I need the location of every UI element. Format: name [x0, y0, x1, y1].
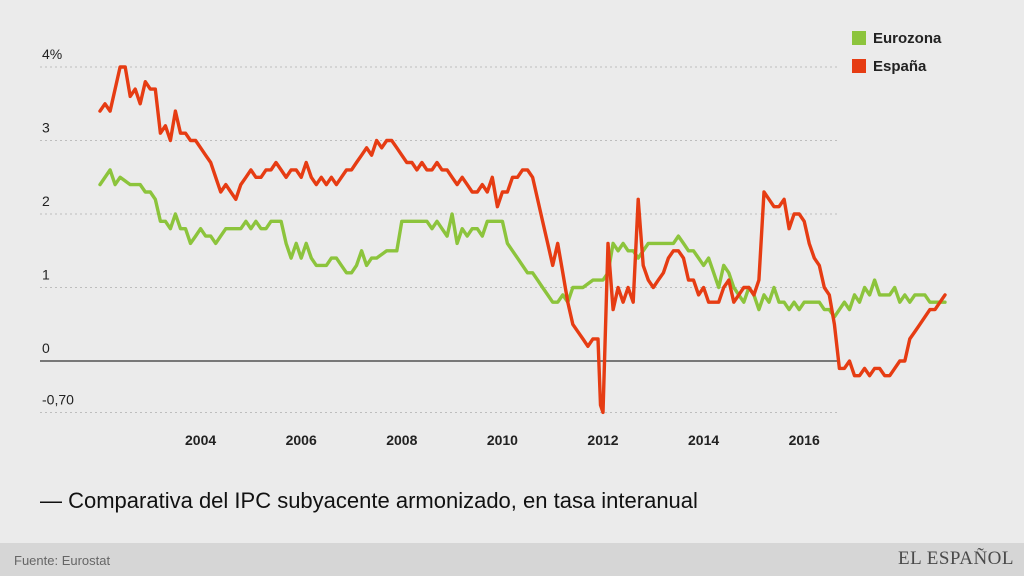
source-label: Fuente: Eurostat — [14, 553, 111, 568]
x-tick-label: 2006 — [286, 432, 317, 448]
legend-label: Eurozona — [873, 30, 942, 47]
y-tick-label: 1 — [42, 267, 50, 283]
series-line-espaa — [98, 65, 947, 415]
series-line-eurozona — [98, 168, 947, 319]
x-tick-label: 2008 — [386, 432, 417, 448]
legend-swatch — [852, 31, 866, 45]
y-tick-label: 4% — [42, 46, 62, 62]
x-tick-label: 2004 — [185, 432, 216, 448]
x-tick-label: 2014 — [688, 432, 719, 448]
legend: Eurozona España — [852, 30, 942, 75]
y-tick-label: 0 — [42, 340, 50, 356]
legend-swatch — [852, 59, 866, 73]
grid — [40, 66, 840, 413]
chart-caption: — Comparativa del IPC subyacente armoniz… — [40, 488, 698, 513]
footer: Fuente: Eurostat EL ESPAÑOL — [0, 543, 1024, 576]
brand-logo: EL ESPAÑOL — [897, 548, 1014, 569]
y-tick-label: 3 — [42, 120, 50, 136]
y-tick-label: -0,70 — [42, 391, 74, 407]
x-tick-label: 2016 — [789, 432, 820, 448]
y-tick-label: 2 — [42, 193, 50, 209]
legend-label: España — [873, 58, 927, 75]
x-axis: 2004 2006 2008 2010 2012 2014 2016 — [185, 432, 820, 448]
series — [98, 65, 947, 415]
y-axis: 4% 3 2 1 0 -0,70 — [42, 46, 74, 407]
x-tick-label: 2010 — [487, 432, 518, 448]
chart: 4% 3 2 1 0 -0,70 2004 2006 2008 2010 2012 2014 2016… — [40, 30, 947, 448]
x-tick-label: 2012 — [587, 432, 618, 448]
